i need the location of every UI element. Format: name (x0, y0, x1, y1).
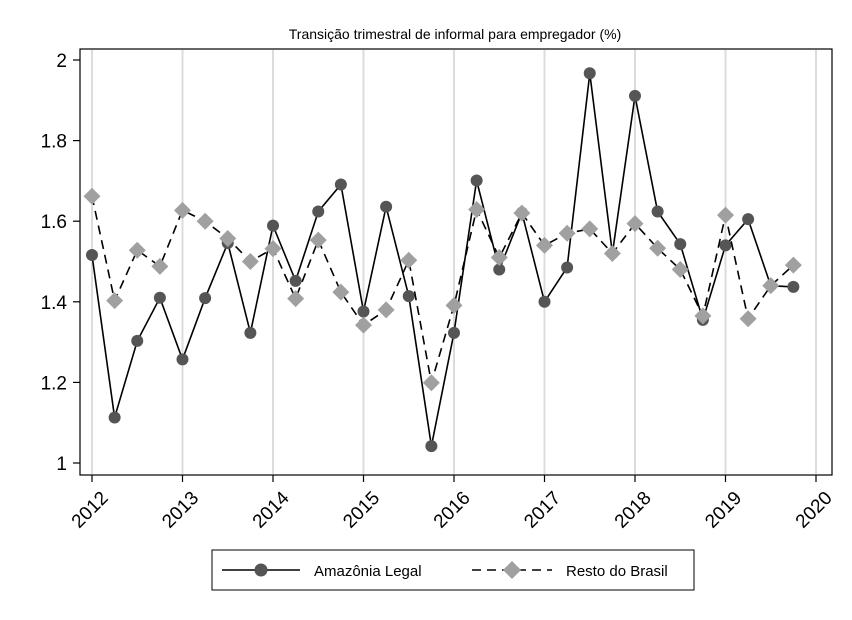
data-point (490, 248, 508, 266)
data-point (174, 201, 191, 219)
data-point (176, 353, 189, 366)
data-point (581, 220, 599, 238)
data-point (445, 296, 463, 314)
data-point (267, 219, 279, 232)
y-tick-label: 2 (56, 51, 67, 72)
data-point (651, 205, 664, 218)
data-point (536, 236, 553, 254)
data-point (425, 440, 438, 453)
plot-frame (79, 48, 833, 476)
data-point (603, 244, 621, 262)
y-tick-label: 1.8 (41, 132, 67, 153)
data-point (377, 301, 395, 319)
data-point (199, 292, 212, 305)
gridlines (91, 50, 817, 474)
data-point (128, 241, 146, 259)
legend: Amazônia Legal Resto do Brasil (211, 549, 695, 591)
data-point (448, 326, 460, 339)
data-point (561, 261, 574, 274)
data-point (334, 178, 347, 191)
legend-label-amazonia: Amazônia Legal (314, 563, 422, 580)
chart-title: Transição trimestral de informal para em… (289, 26, 622, 42)
legend-marker-resto (503, 561, 521, 579)
data-point (717, 206, 734, 224)
data-point (674, 238, 687, 251)
data-point (468, 201, 486, 219)
data-point (86, 249, 98, 262)
data-point (264, 240, 282, 258)
legend-marker-amazonia (254, 563, 268, 577)
data-point (513, 204, 531, 222)
data-point (287, 290, 305, 308)
data-point (83, 187, 101, 205)
series-amazonia-legal (86, 67, 800, 453)
data-point (289, 274, 302, 287)
y-tick-label: 1.4 (41, 293, 68, 314)
legend-label-resto: Resto do Brasil (566, 563, 668, 580)
data-point (131, 334, 144, 347)
y-tick-label: 1.2 (41, 373, 67, 394)
data-point (151, 257, 169, 275)
data-point (626, 215, 644, 233)
series-line (91, 73, 794, 447)
data-point (784, 256, 802, 274)
y-tick-label: 1 (56, 454, 67, 475)
data-point (153, 291, 166, 304)
series-resto-do-brasil (83, 187, 802, 392)
data-point (787, 280, 800, 293)
data-point (108, 411, 121, 424)
data-point (219, 230, 237, 248)
data-point (357, 305, 370, 318)
data-point (470, 174, 483, 187)
data-point (742, 213, 755, 226)
data-point (332, 283, 350, 301)
legend-box (211, 549, 695, 591)
data-point (312, 205, 325, 218)
data-point (241, 253, 259, 270)
data-point (649, 239, 667, 257)
data-point (493, 263, 506, 276)
data-point (629, 89, 641, 102)
data-point (719, 239, 732, 252)
data-point (422, 374, 440, 392)
y-tick-label: 1.6 (41, 212, 67, 233)
y-axis: 1 1.2 1.4 1.6 1.8 2 (41, 51, 80, 475)
data-point (402, 290, 415, 303)
data-point (762, 277, 780, 295)
series-layer (83, 67, 802, 453)
data-point (694, 307, 712, 325)
data-point (400, 251, 418, 269)
data-point (355, 316, 372, 334)
data-point (106, 292, 124, 310)
data-point (583, 67, 596, 80)
data-point (671, 261, 689, 279)
data-point (739, 310, 757, 328)
data-point (309, 231, 327, 249)
data-point (196, 212, 214, 230)
data-point (558, 224, 576, 242)
data-point (380, 200, 393, 213)
data-point (244, 326, 257, 339)
data-point (538, 295, 551, 308)
